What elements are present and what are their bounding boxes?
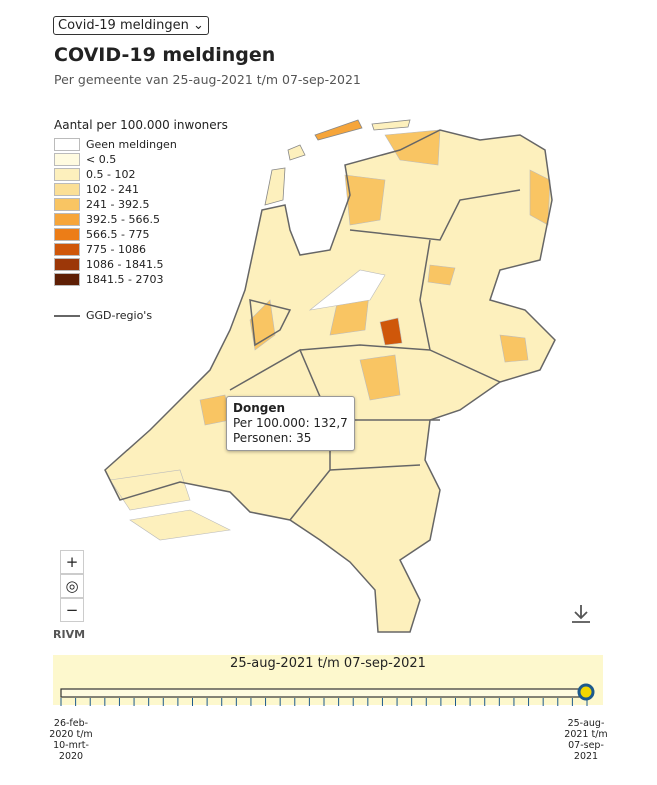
boundary [229,189,521,521]
legend-title: Aantal per 100.000 inwoners [54,118,228,132]
download-icon[interactable] [572,605,590,623]
subtitle: Per gemeente van 25-aug-2021 t/m 07-sep-… [54,72,361,87]
boundary-swatch [54,314,80,317]
legend-item: Geen meldingen [54,137,177,152]
municipalities [104,129,556,633]
legend-item: < 0.5 [54,152,177,167]
tooltip-line: Personen: 35 [233,431,312,445]
legend-swatch [54,168,80,181]
legend-swatch [54,213,80,226]
island [287,144,306,161]
legend-swatch [54,198,80,211]
timeline-slider[interactable] [0,680,657,715]
legend-item: 566.5 - 775 [54,227,177,242]
legend-swatch [54,273,80,286]
area [109,469,191,511]
area [379,317,403,346]
ggd-boundaries [104,129,556,633]
legend-boundary: GGD-regio's [54,309,152,322]
boundary [104,129,556,633]
legend-label: 566.5 - 775 [86,228,150,241]
legend-item: 775 - 1086 [54,242,177,257]
lake [308,269,386,311]
legend-swatch [54,183,80,196]
legend-swatch [54,138,80,151]
legend-label: 1841.5 - 2703 [86,273,164,286]
timeline-label: 25-aug-2021 t/m 07-sep-2021 [230,656,426,671]
download-glyph[interactable] [572,605,590,623]
island [371,119,411,131]
timeline-end: 25-aug-2021 t/m 07-sep-2021 [564,718,608,762]
legend-swatch [54,258,80,271]
zoom-in[interactable]: + [60,550,84,574]
tooltip-name: Dongen [233,401,286,415]
legend-label: < 0.5 [86,153,117,166]
zoom-out[interactable]: − [60,598,84,622]
legend-label: 1086 - 1841.5 [86,258,164,271]
legend-swatch [54,153,80,166]
legend-label: Geen meldingen [86,138,177,151]
tooltip: Dongen Per 100.000: 132,7 Personen: 35 [226,396,355,451]
title: COVID-19 meldingen [54,44,276,66]
map [104,119,590,633]
legend-item: 0.5 - 102 [54,167,177,182]
legend-label: 241 - 392.5 [86,198,150,211]
tooltip-line: Per 100.000: 132,7 [233,416,348,430]
reset-view[interactable]: ◎ [60,574,84,598]
legend-label: 0.5 - 102 [86,168,136,181]
legend-swatch [54,243,80,256]
select-text[interactable]: Covid-19 meldingen [58,18,189,33]
island [264,167,286,206]
slider-track[interactable] [60,688,588,698]
slider-knob[interactable] [577,683,595,701]
area [499,334,529,363]
islands [264,119,411,206]
area [129,509,231,541]
timeline-start: 26-feb-2020 t/m 10-mrt-2020 [49,718,93,762]
area [529,169,551,226]
layer-select[interactable]: Covid-19 meldingen ⌄ [53,16,209,35]
legend-item: 392.5 - 566.5 [54,212,177,227]
legend-item: 1086 - 1841.5 [54,257,177,272]
legend-label: 392.5 - 566.5 [86,213,160,226]
boundary-label: GGD-regio's [86,309,153,322]
legend-item: 241 - 392.5 [54,197,177,212]
island [314,119,363,141]
area [427,264,456,286]
area [359,354,401,401]
legend-item: 102 - 241 [54,182,177,197]
boundary [249,299,292,347]
legend-item: 1841.5 - 2703 [54,272,177,287]
source: RIVM [53,628,86,641]
legend-label: 775 - 1086 [86,243,146,256]
legend-label: 102 - 241 [86,183,139,196]
area [344,174,386,226]
legend: Geen meldingen < 0.5 0.5 - 102 102 - 241 241… [54,137,177,287]
legend-swatch [54,228,80,241]
